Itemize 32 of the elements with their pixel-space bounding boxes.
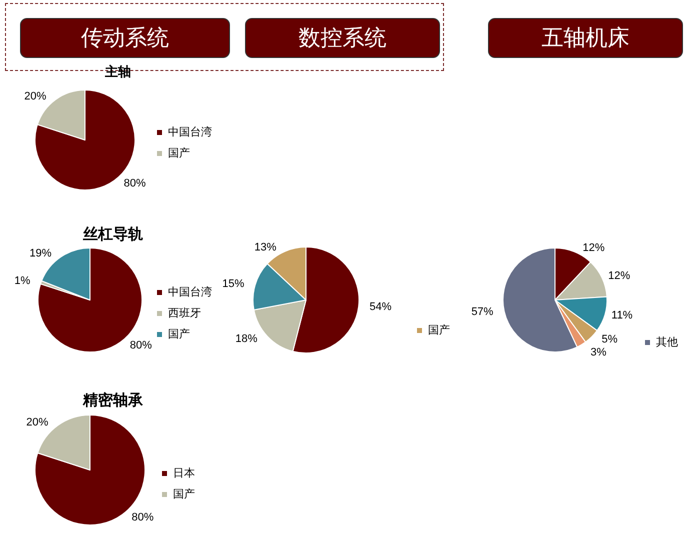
- data-label: 3%: [590, 346, 607, 359]
- data-label: 12%: [608, 270, 630, 282]
- legend-label: 国产: [173, 488, 195, 500]
- data-label: 80%: [132, 512, 154, 524]
- data-label: 20%: [24, 90, 46, 102]
- data-label: 80%: [124, 178, 146, 190]
- text: 传动系统: [20, 18, 230, 58]
- data-label: 19%: [29, 248, 52, 260]
- data-label: 15%: [222, 278, 244, 290]
- data-label: 1%: [14, 275, 31, 288]
- chart-title: 精密轴承: [82, 391, 144, 409]
- legend-label: 其他: [656, 336, 678, 348]
- data-label: 20%: [26, 416, 49, 428]
- legend-label: 西班牙: [168, 306, 201, 320]
- text: 数控系统: [245, 18, 440, 58]
- data-label: 80%: [130, 339, 152, 352]
- chart-title: 丝杠导轨: [82, 226, 143, 243]
- data-label: 18%: [235, 333, 258, 346]
- legend-label: 国产: [168, 146, 190, 160]
- data-label: 11%: [611, 310, 633, 322]
- legend-label: 日本: [173, 466, 195, 480]
- legend-label: 国产: [428, 324, 450, 336]
- data-label: 57%: [471, 306, 494, 318]
- data-label: 5%: [602, 334, 618, 346]
- legend-label: 中国台湾: [168, 126, 212, 138]
- legend-label: 中国台湾: [168, 286, 212, 298]
- data-label: 12%: [582, 242, 605, 254]
- data-label: 54%: [370, 301, 392, 314]
- data-label: 13%: [254, 242, 277, 254]
- chart-title: 主轴: [104, 64, 131, 79]
- legend-label: 国产: [168, 328, 190, 340]
- text: 五轴机床: [488, 18, 683, 58]
